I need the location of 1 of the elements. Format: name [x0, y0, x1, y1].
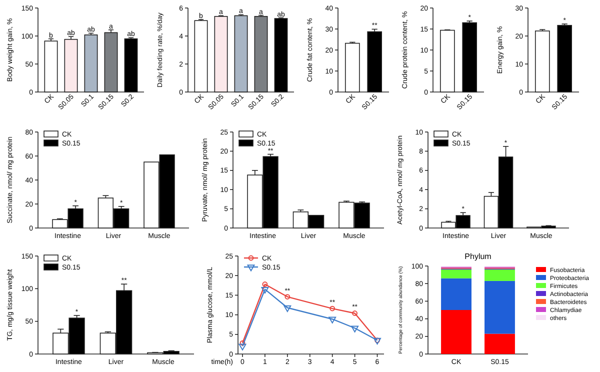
chart-title: Phylum	[464, 252, 492, 261]
